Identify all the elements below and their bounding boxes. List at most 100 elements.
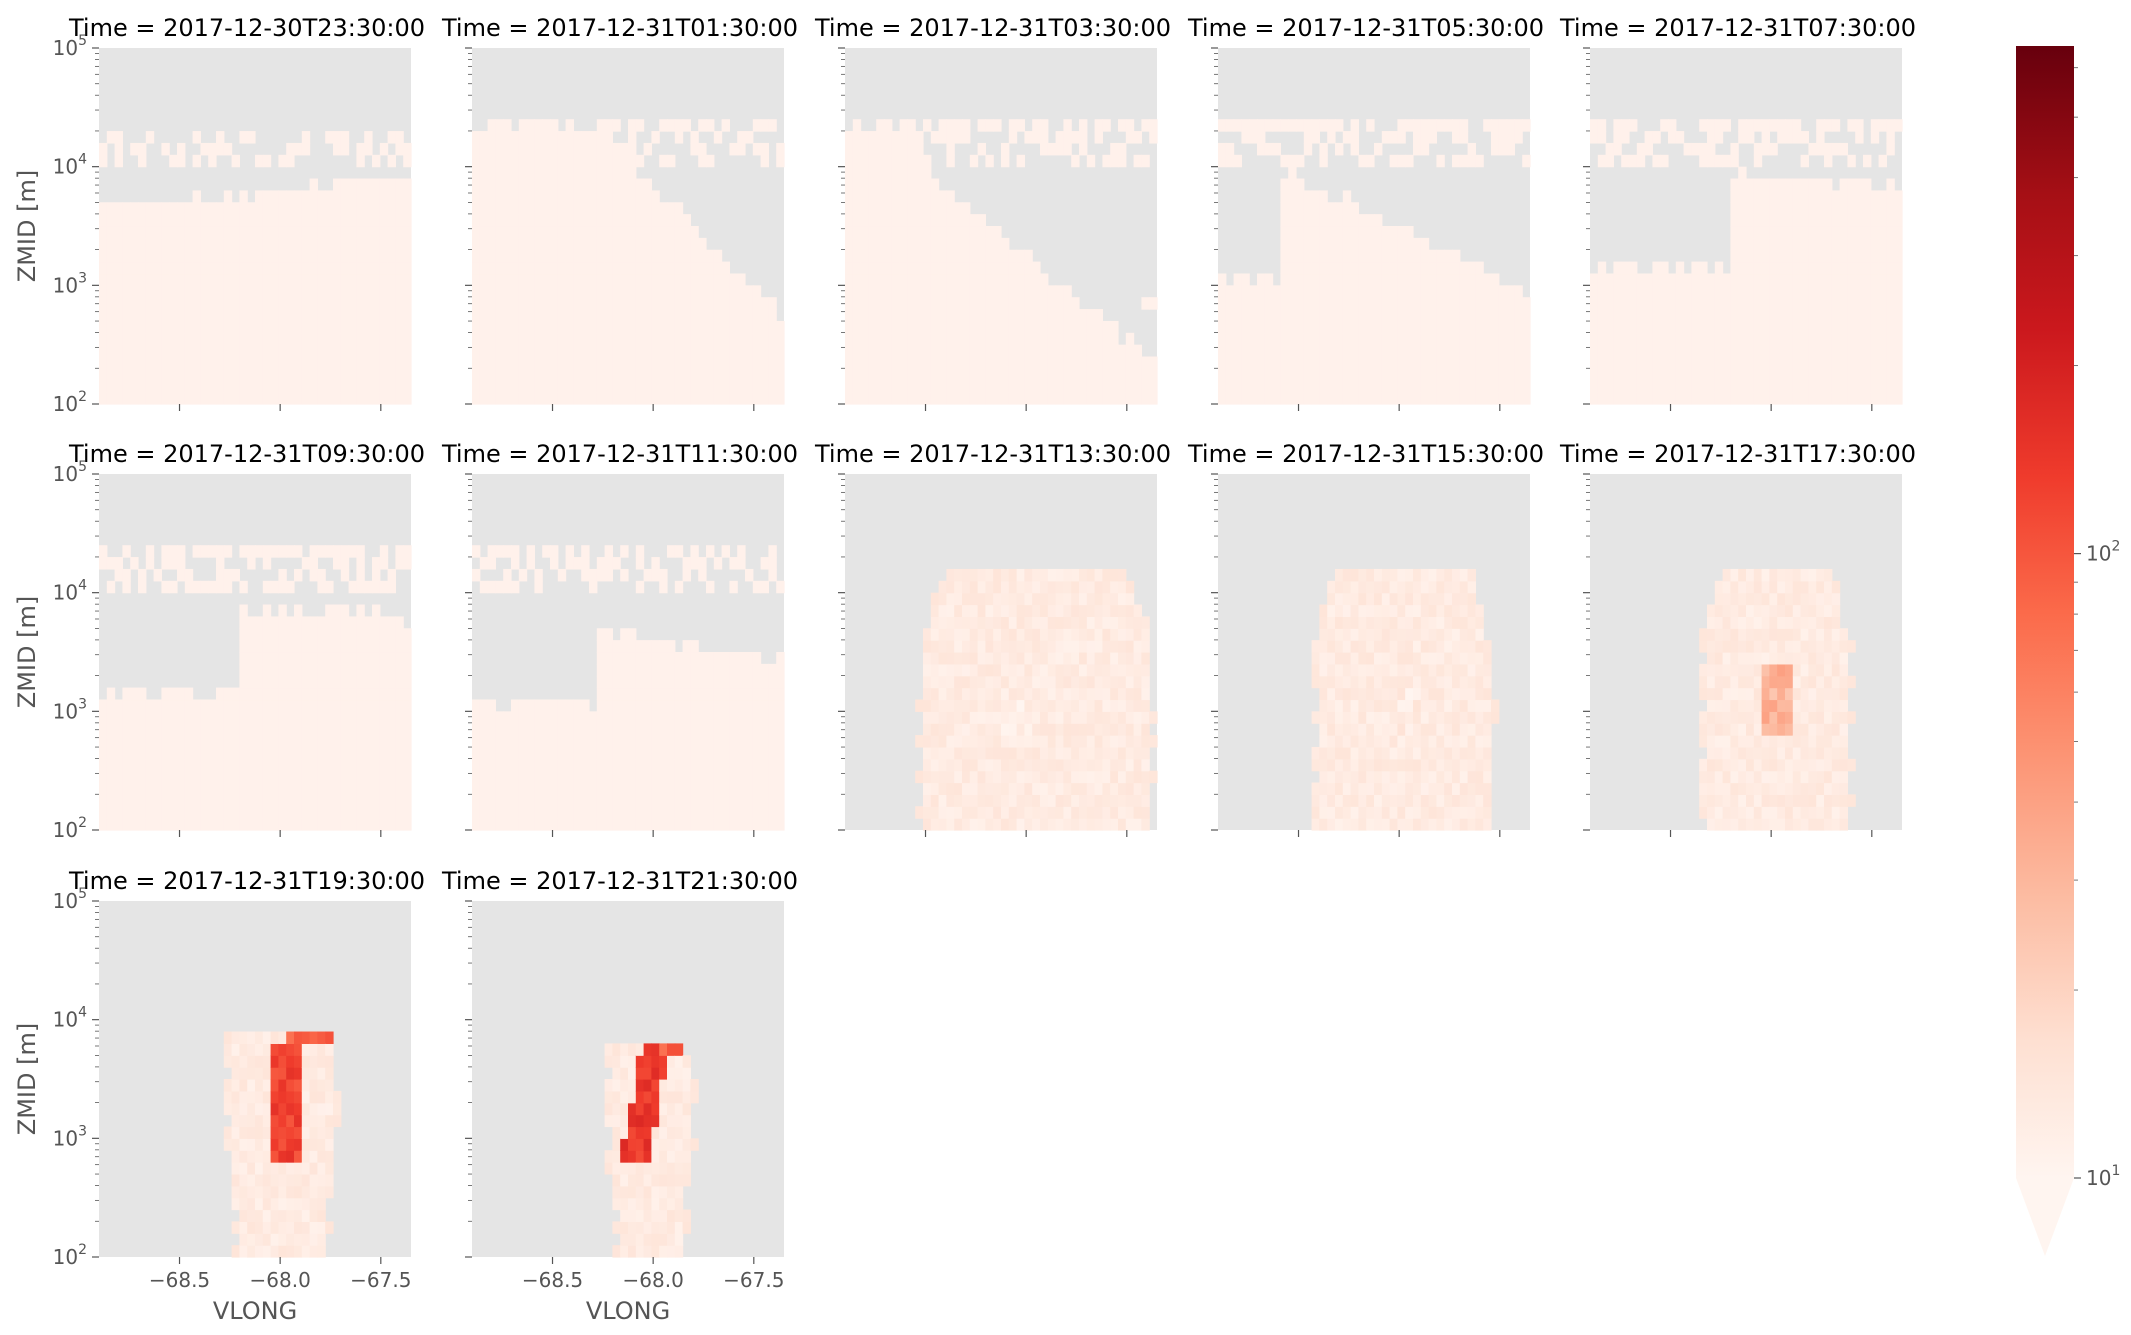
heatmap-cell [161,545,170,558]
heatmap-cell [255,640,264,653]
heatmap-cell [1769,380,1778,393]
heatmap-cell [884,297,893,310]
heatmap-cell [511,190,520,203]
heatmap-cell [1714,356,1724,369]
heatmap-cell [372,604,381,617]
heatmap-cell [340,687,350,701]
heatmap-cell [1839,380,1848,393]
heatmap-cell [1785,344,1794,358]
heatmap-cell [286,237,295,251]
heatmap-cell [1514,356,1523,369]
heatmap-cell [1024,297,1033,310]
heatmap-cell [1094,119,1103,132]
heatmap-cell [356,273,365,286]
heatmap-cell [534,806,543,819]
heatmap-cell [114,806,123,819]
heatmap-cell [1366,261,1375,275]
heatmap-cell [472,711,481,724]
heatmap-cell [946,273,955,286]
heatmap-cell [737,285,746,298]
heatmap-cell [1699,332,1708,346]
heatmap-cell [309,640,318,653]
heatmap-cell [518,214,528,227]
heatmap-cell [333,226,342,239]
heatmap-cell [674,723,684,736]
heatmap-cell [495,806,504,819]
heatmap-cell [294,249,303,263]
heatmap-cell [1675,297,1685,310]
heatmap-cell [153,723,162,736]
heatmap-cell [1894,273,1903,286]
heatmap-cell [565,190,574,203]
heatmap-cell [729,332,738,346]
heatmap-cell [169,557,178,570]
heatmap-cell [1001,297,1010,310]
heatmap-cell [1831,344,1841,358]
heatmap-cell [379,332,389,346]
heatmap-cell [1467,368,1476,381]
heatmap-cell [231,568,240,582]
heatmap-cell [138,249,147,263]
heatmap-cell [216,557,225,570]
heatmap-cell [395,392,404,405]
heatmap-cell [153,273,162,286]
heatmap-cell [1040,285,1049,298]
heatmap-cell [231,344,240,358]
heatmap-cell [962,344,971,358]
heatmap-cell [1225,119,1235,132]
heatmap-cell [1413,261,1422,275]
heatmap-cell [1847,285,1856,298]
heatmap-cell [1233,320,1242,334]
heatmap-cell [1777,344,1786,358]
heatmap-cell [511,131,520,144]
heatmap-cell [1467,320,1476,334]
heatmap-cell [395,202,404,215]
heatmap-cell [1467,297,1476,310]
heatmap-cell [1831,297,1841,310]
heatmap-cell [682,782,691,795]
heatmap-cell [659,770,668,784]
heatmap-cell [659,309,668,322]
heatmap-cell [333,699,342,712]
heatmap-cell [1738,344,1747,358]
heatmap-cell [884,178,893,191]
heatmap-cell [752,142,762,156]
heatmap-cell [1506,368,1515,381]
heatmap-cell [1452,261,1461,275]
heatmap-cell [596,568,606,582]
heatmap-cell [923,154,932,168]
heatmap-cell [1358,261,1367,275]
heatmap-cell [372,261,381,275]
heatmap-cell [255,699,264,712]
heatmap-cell [270,758,279,772]
heatmap-cell [472,806,481,819]
heatmap-cell [1381,131,1391,144]
heatmap-cell [114,782,123,795]
heatmap-cell [1491,380,1500,393]
heatmap-cell [379,818,389,831]
heatmap-cell [309,758,318,772]
heatmap-cell [247,557,256,570]
heatmap-cell [635,119,645,132]
heatmap-cell [1769,178,1778,191]
heatmap-cell [138,309,147,322]
heatmap-cell [891,142,901,156]
heatmap-cell [1769,285,1778,298]
heatmap-cell [682,344,691,358]
heatmap-cell [356,178,365,191]
heatmap-cell [348,261,357,275]
heatmap-cell [1863,356,1872,369]
heatmap-cell [262,794,272,807]
heatmap-cell [192,237,201,251]
heatmap-cell [325,687,334,701]
heatmap-cell [628,142,637,156]
heatmap-cell [628,687,637,701]
heatmap-cell [231,309,240,322]
heatmap-cell [145,723,155,736]
heatmap-cell [403,332,412,346]
heatmap-cell [130,735,139,748]
heatmap-cell [899,202,908,215]
heatmap-cell [698,297,707,310]
heatmap-cell [620,392,629,405]
heatmap-cell [333,273,342,286]
